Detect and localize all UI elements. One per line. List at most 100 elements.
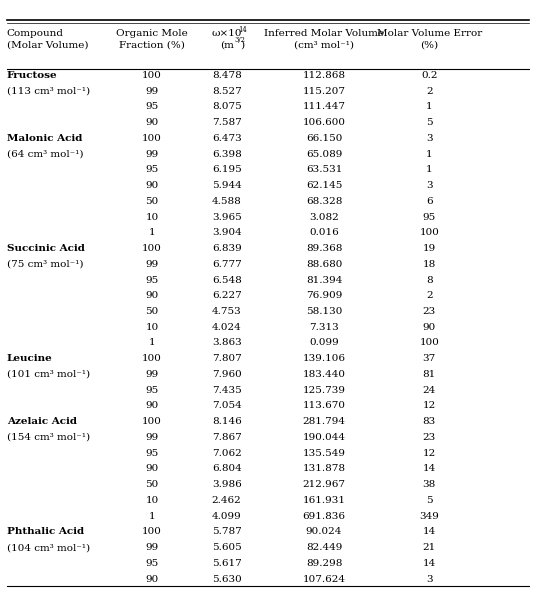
Text: 95: 95 bbox=[145, 165, 159, 174]
Text: 4.753: 4.753 bbox=[212, 307, 242, 316]
Text: 12: 12 bbox=[423, 449, 436, 458]
Text: 81.394: 81.394 bbox=[306, 275, 342, 285]
Text: 3.863: 3.863 bbox=[212, 339, 242, 348]
Text: ω×10: ω×10 bbox=[211, 29, 242, 38]
Text: 100: 100 bbox=[142, 354, 162, 363]
Text: 89.368: 89.368 bbox=[306, 244, 342, 253]
Text: 8.146: 8.146 bbox=[212, 417, 242, 426]
Text: 0.016: 0.016 bbox=[309, 229, 339, 237]
Text: 99: 99 bbox=[145, 150, 159, 159]
Text: Phthalic Acid: Phthalic Acid bbox=[7, 527, 84, 536]
Text: Compound: Compound bbox=[7, 29, 64, 38]
Text: 281.794: 281.794 bbox=[302, 417, 346, 426]
Text: 90.024: 90.024 bbox=[306, 527, 342, 536]
Text: 95: 95 bbox=[145, 103, 159, 111]
Text: (75 cm³ mol⁻¹): (75 cm³ mol⁻¹) bbox=[7, 260, 83, 269]
Text: 99: 99 bbox=[145, 87, 159, 95]
Text: 90: 90 bbox=[145, 291, 159, 300]
Text: 1: 1 bbox=[148, 339, 155, 348]
Text: (113 cm³ mol⁻¹): (113 cm³ mol⁻¹) bbox=[7, 87, 90, 95]
Text: 76.909: 76.909 bbox=[306, 291, 342, 300]
Text: 90: 90 bbox=[145, 465, 159, 474]
Text: 8.075: 8.075 bbox=[212, 103, 242, 111]
Text: 3: 3 bbox=[426, 181, 433, 190]
Text: 90: 90 bbox=[145, 181, 159, 190]
Text: 50: 50 bbox=[145, 480, 159, 489]
Text: (64 cm³ mol⁻¹): (64 cm³ mol⁻¹) bbox=[7, 150, 83, 159]
Text: 190.044: 190.044 bbox=[302, 433, 346, 442]
Text: Malonic Acid: Malonic Acid bbox=[7, 134, 82, 143]
Text: 3: 3 bbox=[426, 575, 433, 584]
Text: 14: 14 bbox=[423, 559, 436, 568]
Text: 18: 18 bbox=[423, 260, 436, 269]
Text: 7.313: 7.313 bbox=[309, 323, 339, 332]
Text: 113.670: 113.670 bbox=[302, 401, 346, 410]
Text: (Molar Volume): (Molar Volume) bbox=[7, 40, 88, 49]
Text: Azelaic Acid: Azelaic Acid bbox=[7, 417, 77, 426]
Text: 3/2: 3/2 bbox=[234, 36, 245, 44]
Text: (m: (m bbox=[220, 40, 234, 49]
Text: 65.089: 65.089 bbox=[306, 150, 342, 159]
Text: 1: 1 bbox=[148, 229, 155, 237]
Text: 23: 23 bbox=[423, 433, 436, 442]
Text: 23: 23 bbox=[423, 307, 436, 316]
Text: 99: 99 bbox=[145, 370, 159, 379]
Text: 37: 37 bbox=[423, 354, 436, 363]
Text: 99: 99 bbox=[145, 260, 159, 269]
Text: 1: 1 bbox=[426, 150, 433, 159]
Text: 95: 95 bbox=[145, 559, 159, 568]
Text: 3.904: 3.904 bbox=[212, 229, 242, 237]
Text: 115.207: 115.207 bbox=[302, 87, 346, 95]
Text: 6.195: 6.195 bbox=[212, 165, 242, 174]
Text: 5: 5 bbox=[426, 118, 433, 127]
Text: 6: 6 bbox=[426, 197, 433, 206]
Text: 19: 19 bbox=[423, 244, 436, 253]
Text: 7.054: 7.054 bbox=[212, 401, 242, 410]
Text: 139.106: 139.106 bbox=[302, 354, 346, 363]
Text: 2: 2 bbox=[426, 87, 433, 95]
Text: 88.680: 88.680 bbox=[306, 260, 342, 269]
Text: 183.440: 183.440 bbox=[302, 370, 346, 379]
Text: 7.960: 7.960 bbox=[212, 370, 242, 379]
Text: (cm³ mol⁻¹): (cm³ mol⁻¹) bbox=[294, 40, 354, 49]
Text: 212.967: 212.967 bbox=[302, 480, 346, 489]
Text: 0.2: 0.2 bbox=[421, 71, 437, 80]
Text: 100: 100 bbox=[142, 134, 162, 143]
Text: 3.986: 3.986 bbox=[212, 480, 242, 489]
Text: 135.549: 135.549 bbox=[302, 449, 346, 458]
Text: 90: 90 bbox=[145, 401, 159, 410]
Text: Fraction (%): Fraction (%) bbox=[119, 40, 185, 49]
Text: 5.787: 5.787 bbox=[212, 527, 242, 536]
Text: 6.473: 6.473 bbox=[212, 134, 242, 143]
Text: (%): (%) bbox=[420, 40, 438, 49]
Text: 10: 10 bbox=[145, 213, 159, 221]
Text: 6.804: 6.804 bbox=[212, 465, 242, 474]
Text: 7.807: 7.807 bbox=[212, 354, 242, 363]
Text: (104 cm³ mol⁻¹): (104 cm³ mol⁻¹) bbox=[7, 543, 90, 552]
Text: 6.777: 6.777 bbox=[212, 260, 242, 269]
Text: 1: 1 bbox=[148, 511, 155, 520]
Text: 90: 90 bbox=[145, 118, 159, 127]
Text: 107.624: 107.624 bbox=[302, 575, 346, 584]
Text: 90: 90 bbox=[145, 575, 159, 584]
Text: 6.227: 6.227 bbox=[212, 291, 242, 300]
Text: Molar Volume Error: Molar Volume Error bbox=[377, 29, 482, 38]
Text: 2.462: 2.462 bbox=[212, 496, 242, 505]
Text: 691.836: 691.836 bbox=[302, 511, 346, 520]
Text: 111.447: 111.447 bbox=[302, 103, 346, 111]
Text: 5.944: 5.944 bbox=[212, 181, 242, 190]
Text: 6.839: 6.839 bbox=[212, 244, 242, 253]
Text: 3.082: 3.082 bbox=[309, 213, 339, 221]
Text: 5: 5 bbox=[426, 496, 433, 505]
Text: 112.868: 112.868 bbox=[302, 71, 346, 80]
Text: 95: 95 bbox=[423, 213, 436, 221]
Text: 14: 14 bbox=[423, 527, 436, 536]
Text: 24: 24 bbox=[423, 385, 436, 395]
Text: 50: 50 bbox=[145, 307, 159, 316]
Text: 0.099: 0.099 bbox=[309, 339, 339, 348]
Text: Leucine: Leucine bbox=[7, 354, 53, 363]
Text: 7.867: 7.867 bbox=[212, 433, 242, 442]
Text: 8.478: 8.478 bbox=[212, 71, 242, 80]
Text: 83: 83 bbox=[423, 417, 436, 426]
Text: 89.298: 89.298 bbox=[306, 559, 342, 568]
